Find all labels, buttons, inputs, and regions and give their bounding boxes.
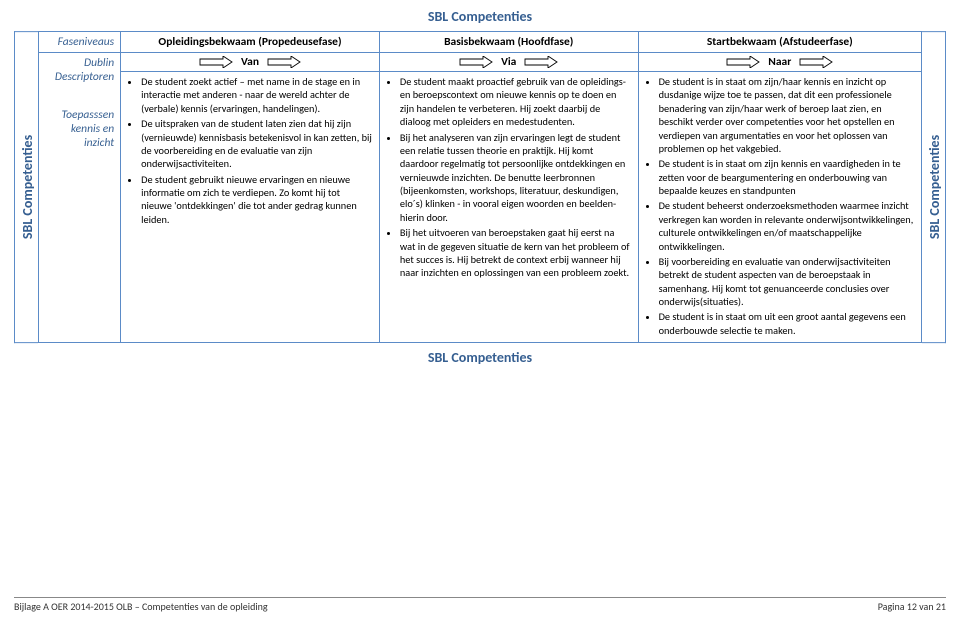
arrow-icon — [524, 56, 558, 68]
arrow-icon — [267, 56, 301, 68]
stage-label: Naar — [768, 55, 791, 69]
footer-left: Bijlage A OER 2014-2015 OLB – Competenti… — [14, 600, 268, 613]
title-bottom: SBL Competenties — [14, 349, 946, 366]
row-label-dublin: Dublin Descriptoren — [45, 56, 114, 84]
row-label-faseniveaus: Faseniveaus — [39, 32, 121, 53]
list-item: De student is in staat om zijn/haar kenn… — [659, 75, 915, 155]
title-top: SBL Competenties — [14, 8, 946, 25]
stage-label: Van — [241, 55, 259, 69]
stage-cell-via: Via — [379, 53, 638, 72]
side-label-right: SBL Competenties — [922, 31, 946, 343]
header-row-stages: Dublin Descriptoren Toepasssen kennis en… — [39, 53, 922, 72]
cell-col2: De student maakt proactief gebruik van d… — [379, 72, 638, 343]
phase-col1: Opleidingsbekwaam (Propedeusefase) — [121, 32, 380, 53]
body-row: De student zoekt actief – met name in de… — [39, 72, 922, 343]
cell-col3: De student is in staat om zijn/haar kenn… — [638, 72, 921, 343]
arrow-icon — [199, 56, 233, 68]
arrow-icon — [459, 56, 493, 68]
stage-label: Via — [501, 55, 516, 69]
list-item: De student is in staat om zijn kennis en… — [659, 157, 915, 197]
stage-cell-van: Van — [121, 53, 380, 72]
header-row-phases: Faseniveaus Opleidingsbekwaam (Propedeus… — [39, 32, 922, 53]
row-label-toepassen: Toepasssen kennis en inzicht — [45, 108, 114, 150]
content-frame: SBL Competenties Faseniveaus Opleidingsb… — [14, 31, 946, 343]
list-item: De student zoekt actief – met name in de… — [141, 75, 373, 115]
list-item: Bij voorbereiding en evaluatie van onder… — [659, 255, 915, 309]
page-footer: Bijlage A OER 2014-2015 OLB – Competenti… — [14, 597, 946, 613]
list-item: Bij het uitvoeren van beroepstaken gaat … — [400, 226, 632, 280]
cell-col1: De student zoekt actief – met name in de… — [121, 72, 380, 343]
list-item: De student beheerst onderzoeksmethoden w… — [659, 199, 915, 253]
arrow-icon — [799, 56, 833, 68]
side-label-left: SBL Competenties — [14, 31, 38, 343]
phase-col2: Basisbekwaam (Hoofdfase) — [379, 32, 638, 53]
competency-table: Faseniveaus Opleidingsbekwaam (Propedeus… — [38, 31, 922, 343]
list-item: De student gebruikt nieuwe ervaringen en… — [141, 173, 373, 227]
list-item: De student maakt proactief gebruik van d… — [400, 75, 632, 129]
arrow-icon — [726, 56, 760, 68]
list-item: De uitspraken van de student laten zien … — [141, 117, 373, 171]
list-item: De student is in staat om uit een groot … — [659, 310, 915, 337]
phase-col3: Startbekwaam (Afstudeerfase) — [638, 32, 921, 53]
list-item: Bij het analyseren van zijn ervaringen l… — [400, 131, 632, 225]
stage-cell-naar: Naar — [638, 53, 921, 72]
footer-right: Pagina 12 van 21 — [878, 600, 946, 613]
